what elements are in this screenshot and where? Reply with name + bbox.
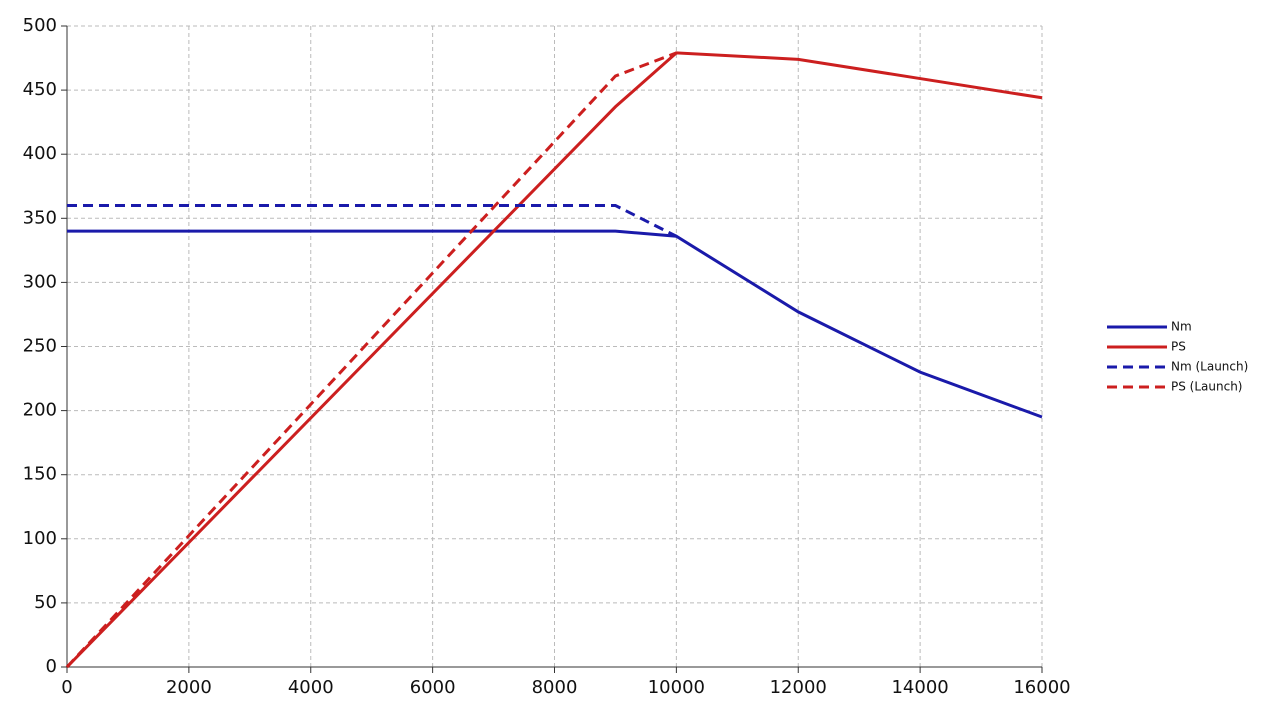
y-tick-label: 450 — [23, 79, 57, 100]
line — [67, 229, 1043, 419]
line — [67, 203, 678, 238]
x-tick-label: 6000 — [410, 677, 456, 698]
x-tick-label: 12000 — [770, 677, 827, 698]
y-tick-label: 100 — [23, 528, 57, 549]
x-tick-label: 4000 — [288, 677, 334, 698]
line — [65, 51, 677, 669]
x-tick-label: 2000 — [166, 677, 212, 698]
x-tick-label: 8000 — [532, 677, 578, 698]
y-tick-label: 400 — [23, 143, 57, 164]
legend-label: Nm — [1171, 320, 1192, 334]
y-tick-label: 300 — [23, 271, 57, 292]
y-tick-label: 250 — [23, 336, 57, 357]
legend-label: Nm (Launch) — [1171, 360, 1248, 374]
legend-label: PS — [1171, 340, 1186, 354]
x-tick-label: 10000 — [648, 677, 705, 698]
x-tick-label: 16000 — [1013, 677, 1070, 698]
x-tick-label: 0 — [61, 677, 72, 698]
y-tick-label: 350 — [23, 207, 57, 228]
y-tick-label: 150 — [23, 464, 57, 485]
y-tick-label: 0 — [46, 656, 57, 677]
x-tick-label: 14000 — [891, 677, 948, 698]
legend-label: PS (Launch) — [1171, 380, 1242, 394]
y-tick-label: 500 — [23, 15, 57, 36]
y-tick-label: 200 — [23, 400, 57, 421]
line — [65, 51, 1043, 669]
y-tick-label: 50 — [34, 592, 57, 613]
